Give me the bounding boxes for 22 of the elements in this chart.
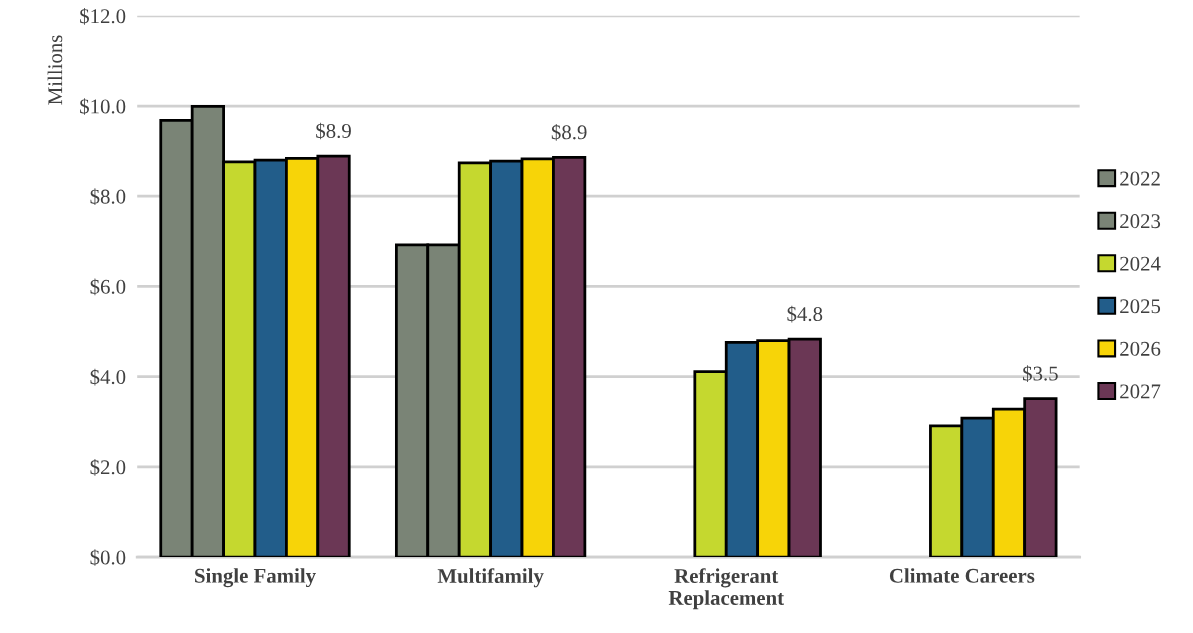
y-tick-label: $2.0 <box>90 458 126 476</box>
x-tick-label: Multifamily <box>437 568 544 588</box>
y-tick-label: $10.0 <box>80 98 126 115</box>
x-tick-label: Refrigerant Replacement <box>668 568 784 610</box>
legend-label: 2027 <box>1120 384 1161 399</box>
legend-label: 2024 <box>1120 256 1161 271</box>
y-axis-title: Millions <box>47 35 63 105</box>
y-tick-label: $8.0 <box>90 188 126 206</box>
legend-label: 2023 <box>1120 214 1161 229</box>
y-tick-label: $6.0 <box>90 278 126 296</box>
legend-label: 2025 <box>1120 299 1161 314</box>
x-tick-label: Single Family <box>195 568 316 588</box>
x-tick-label: Climate Careers <box>889 568 1035 583</box>
legend-label: 2026 <box>1120 341 1161 356</box>
y-tick-label: $0.0 <box>90 549 126 566</box>
data-label: $8.9 <box>551 124 587 141</box>
data-label: $4.8 <box>787 305 823 323</box>
legend-label: 2022 <box>1120 171 1160 186</box>
data-label: $3.5 <box>1023 365 1058 382</box>
y-tick-label: $4.0 <box>90 368 126 386</box>
data-label: $8.9 <box>316 122 351 140</box>
y-tick-label: $12.0 <box>80 7 126 25</box>
